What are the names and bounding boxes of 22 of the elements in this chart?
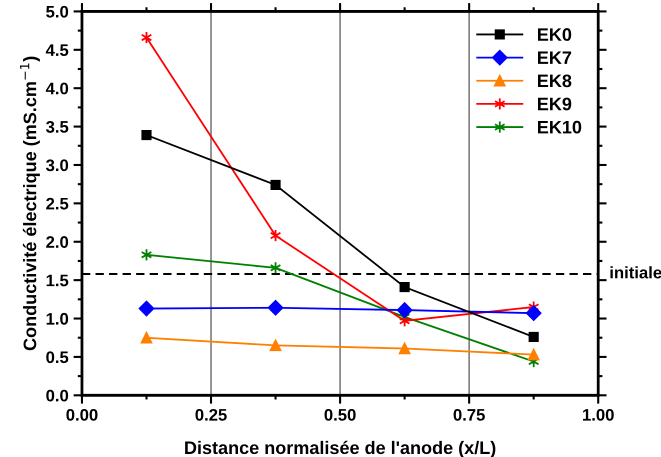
- y-tick-label: 5.0: [46, 6, 68, 18]
- x-tick-label: 0.00: [66, 408, 98, 421]
- y-tick-label: 3.5: [46, 120, 68, 133]
- legend-label: EK9: [538, 98, 572, 110]
- y-tick-label: 2.5: [46, 198, 68, 210]
- y-tick-label: 0.0: [46, 390, 68, 402]
- y-tick-label: 4.0: [46, 82, 68, 94]
- y-tick-label: 3.0: [46, 159, 68, 172]
- y-tick-label: 4.5: [46, 44, 68, 56]
- legend-label: EK0: [538, 28, 572, 41]
- y-tick-label: 0.5: [46, 351, 68, 364]
- y-tick-label: 1.0: [46, 312, 68, 325]
- y-axis-title: Conductivité électrique (mS.cm$^{−1}$): [20, 56, 40, 350]
- legend-label: EK7: [538, 51, 572, 64]
- y-tick-label: 1.5: [46, 274, 68, 286]
- x-tick-label: 1.00: [583, 408, 614, 421]
- y-tick-label: 2.0: [46, 236, 68, 248]
- legend-label: EK8: [538, 74, 572, 88]
- legend-label: EK10: [538, 120, 582, 134]
- x-tick-label: 0.25: [195, 408, 227, 421]
- x-tick-label: 0.75: [454, 408, 485, 421]
- x-tick-label: 0.50: [324, 408, 356, 421]
